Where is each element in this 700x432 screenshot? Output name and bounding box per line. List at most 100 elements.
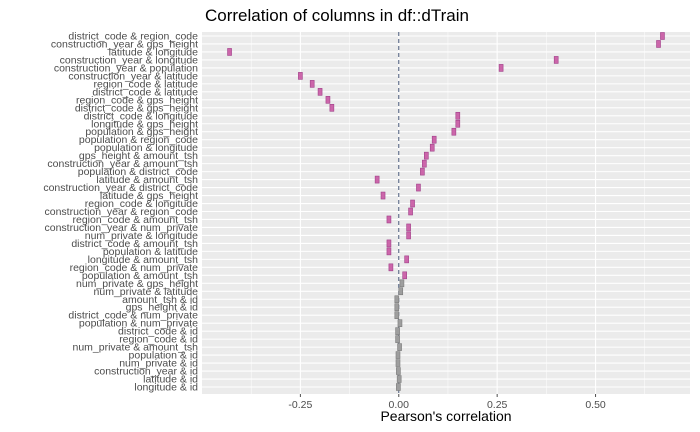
data-point — [317, 88, 323, 96]
y-tick-label: population & id — [129, 350, 199, 362]
y-tick-label: longitude & amount_tsh — [88, 254, 198, 266]
y-tick-label: district_code & longitude — [84, 110, 199, 122]
y-tick-label: longitude & id — [134, 382, 198, 394]
plot-panel — [202, 32, 690, 394]
y-tick-label: region_code & id — [119, 334, 198, 346]
y-tick-label: construction_year & district_code — [43, 182, 198, 194]
data-point — [408, 207, 413, 216]
data-point — [325, 96, 331, 104]
data-point — [386, 247, 392, 256]
data-point — [416, 183, 421, 192]
data-point — [395, 359, 401, 367]
y-tick-label: construction_year & id — [94, 366, 198, 378]
data-point — [420, 167, 425, 176]
y-tick-label: amount_tsh & id — [122, 294, 198, 306]
data-point — [553, 56, 559, 64]
data-point — [380, 191, 386, 200]
y-tick-label: region_code & longitude — [85, 198, 198, 210]
chart-title: Correlation of columns in df::dTrain — [205, 6, 469, 25]
data-point — [298, 72, 303, 80]
y-tick-label: gps_height & id — [126, 302, 199, 314]
data-point — [406, 223, 411, 232]
y-tick-label: region_code & num_private — [70, 262, 199, 274]
data-point — [410, 199, 415, 208]
y-tick-label: construction_year & longitude — [60, 54, 198, 66]
x-axis-tick-labels: -0.25 0.00 0.25 0.50 — [288, 394, 606, 411]
y-tick-label: district_code & region_code — [68, 31, 198, 43]
y-tick-label: district_code & amount_tsh — [71, 238, 198, 250]
data-point — [396, 375, 402, 383]
data-point — [424, 151, 429, 160]
x-tick-label: 0.50 — [585, 399, 606, 411]
y-tick-label: construction_year & region_code — [44, 206, 198, 218]
data-point — [422, 159, 427, 168]
y-tick-label: region_code & gps_height — [76, 94, 198, 106]
y-tick-label: latitude & amount_tsh — [96, 174, 198, 186]
x-tick-label: 0.25 — [487, 399, 508, 411]
data-point — [374, 175, 380, 184]
data-point — [395, 327, 400, 335]
y-tick-label: district_code & num_private — [68, 310, 198, 322]
y-tick-label: latitude & gps_height — [100, 190, 198, 202]
y-tick-label: construction_year & amount_tsh — [47, 158, 198, 170]
data-marks — [227, 32, 665, 391]
data-point — [406, 231, 411, 240]
y-tick-label: region_code & latitude — [94, 78, 199, 90]
y-tick-label: num_private & amount_tsh — [73, 342, 199, 354]
data-point — [398, 287, 404, 296]
data-point — [399, 279, 405, 288]
y-tick-label: latitude & longitude — [109, 46, 198, 58]
x-axis-title: Pearson's correlation — [380, 408, 511, 424]
data-point — [386, 239, 392, 248]
data-point — [394, 311, 400, 320]
y-tick-label: population & longitude — [94, 142, 198, 154]
data-point — [429, 143, 435, 152]
grid-lines — [202, 32, 690, 394]
data-point — [656, 40, 661, 48]
y-tick-label: num_private & longitude — [85, 230, 198, 242]
y-tick-label: construction_year & population — [54, 62, 198, 74]
y-tick-label: construction_year & num_private — [45, 222, 199, 234]
y-tick-label: num_private & id — [119, 358, 198, 370]
y-tick-label: population & num_private — [79, 318, 198, 330]
y-tick-label: population & gps_height — [85, 126, 198, 138]
data-point — [386, 215, 392, 224]
y-tick-label: gps_height & amount_tsh — [79, 150, 198, 162]
data-point — [394, 295, 400, 304]
data-point — [660, 32, 665, 40]
data-point — [404, 255, 409, 264]
data-point — [402, 271, 407, 280]
data-point — [395, 335, 400, 343]
data-point — [455, 119, 461, 128]
y-tick-label: district_code & latitude — [92, 86, 198, 98]
data-point — [394, 303, 400, 312]
y-tick-label: construction_year & latitude — [68, 70, 198, 82]
y-tick-label: longitude & gps_height — [91, 118, 198, 130]
y-tick-label: num_private & latitude — [94, 286, 199, 298]
data-point — [431, 135, 437, 144]
y-tick-label: district_code & id — [118, 326, 198, 338]
data-point — [227, 48, 232, 56]
y-tick-label: latitude & id — [143, 374, 198, 386]
data-point — [396, 367, 401, 375]
data-point — [397, 319, 403, 327]
y-tick-label: population & amount_tsh — [82, 270, 198, 282]
data-point — [397, 343, 402, 351]
y-tick-label: num_private & gps_height — [76, 278, 198, 290]
x-tick-label: 0.00 — [389, 399, 410, 411]
y-tick-label: population & district_code — [78, 166, 198, 178]
y-tick-label: district_code & gps_height — [75, 102, 198, 114]
data-point — [451, 127, 457, 136]
data-point — [388, 263, 394, 272]
data-point — [395, 351, 401, 359]
data-point — [498, 64, 504, 72]
data-point — [329, 103, 335, 112]
y-tick-label: population & region_code — [79, 134, 198, 146]
data-point — [396, 383, 401, 391]
data-point — [455, 111, 461, 120]
y-tick-label: population & latitude — [103, 246, 198, 258]
y-axis-tick-labels: district_code & region_codeconstruction_… — [43, 31, 198, 394]
y-tick-label: construction_year & gps_height — [51, 38, 198, 50]
y-tick-label: region_code & amount_tsh — [72, 214, 198, 226]
